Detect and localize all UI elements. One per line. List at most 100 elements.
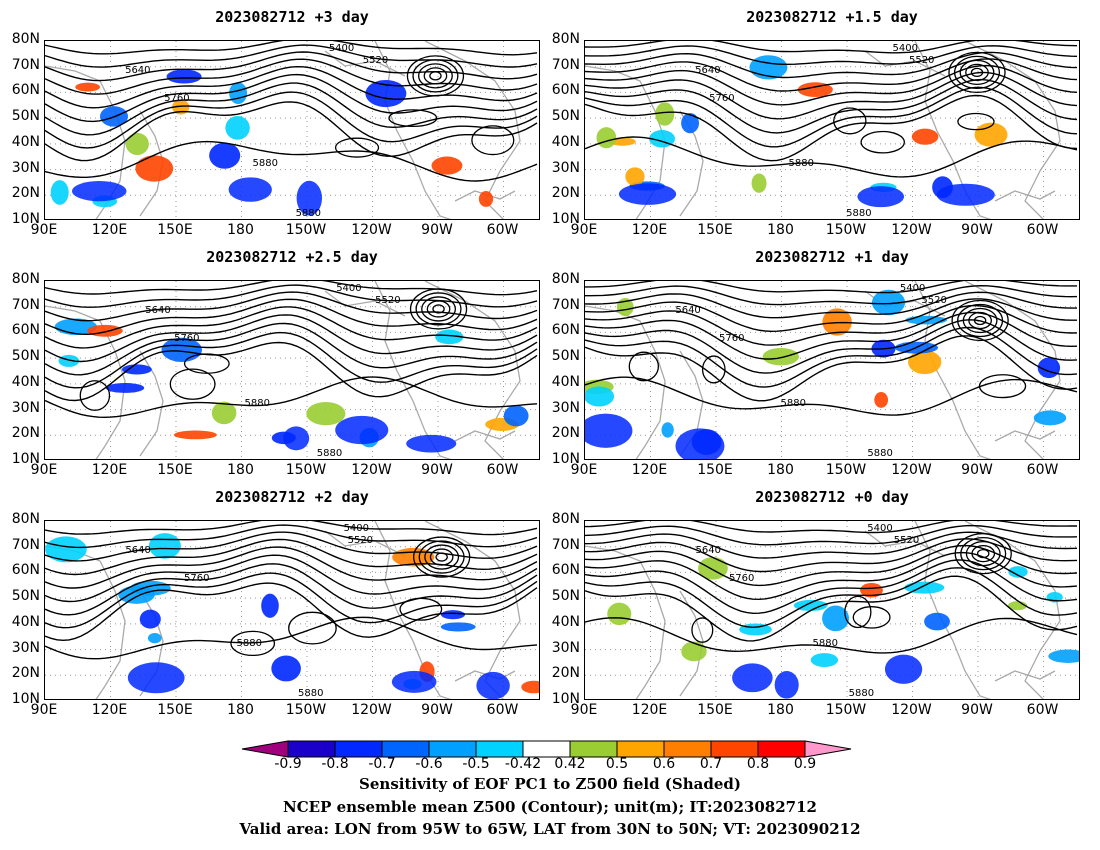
z500-contour [585,136,1078,178]
contour-value-label: 5640 [695,65,720,76]
map-plot-plus3: 5400 5520 5640 5760 5880 5880 [44,40,540,220]
z500-contour [585,58,1078,92]
lon-label: 60W [486,222,519,238]
panel-title-plus2-5: 2023082712 +2.5 day [206,248,378,266]
colorbar-tick-label: -0.7 [368,756,396,772]
svg-text:5880: 5880 [846,208,871,219]
contour-value-label: 5640 [696,545,721,556]
contour-value-label: 5400 [336,283,361,294]
colorbar-segment [757,740,806,758]
lat-label: 80N [11,511,40,527]
lon-label: 120W [351,222,392,238]
z500-contour [585,538,1078,573]
coastline [964,521,1061,699]
lat-label: 50N [11,108,40,125]
lat-label: 30N [551,159,580,176]
z500-contour [585,559,1078,615]
z500-contour [45,521,538,536]
sensitivity-shading [45,536,87,563]
lat-label: 60N [11,562,40,579]
z500-contour [585,521,1077,534]
lat-label: 70N [11,536,40,553]
coastline [324,50,406,77]
lat-label: 10N [11,451,40,467]
sensitivity-shading [908,350,942,375]
lon-label: 150E [157,222,193,238]
svg-text:5880: 5880 [317,448,342,459]
contour-value-label: 5760 [174,333,199,344]
closed-low-contour [965,540,1001,567]
colorbar-segment [710,740,759,758]
sensitivity-shading [365,79,407,108]
lon-label: 120W [891,462,932,478]
closed-low-contour [412,59,459,93]
colorbar-tick-label: 0.9 [793,756,817,772]
z500-contour [45,281,538,296]
svg-text:5640: 5640 [125,545,150,556]
z500-contour [585,281,1077,294]
sensitivity-shading [911,128,939,145]
z500-contour [45,140,538,182]
svg-text:5400: 5400 [344,523,369,534]
closed-low-contour [415,292,462,326]
panel-title-plus2: 2023082712 +2 day [215,488,369,506]
lon-label: 150W [825,462,867,478]
contour-value-label: 5400 [344,523,369,534]
colorbar-segment [522,740,571,758]
closed-contour [183,353,230,374]
svg-text:5880: 5880 [867,448,892,459]
sensitivity-shading [125,132,149,156]
lon-label: 120W [891,222,932,238]
lon-label: 120E [91,222,128,238]
sensitivity-shading [335,415,389,445]
closed-low-contour [429,548,454,566]
lat-label: 40N [551,373,580,390]
colorbar-tick-label: 0.42 [554,756,586,772]
lon-label: 150W [825,222,867,238]
svg-text:5400: 5400 [329,43,354,54]
lat-label: 40N [11,133,40,150]
panel-title-plus3: 2023082712 +3 day [215,8,369,26]
lat-label: 20N [11,425,40,442]
sensitivity-shading [681,113,700,134]
closed-contour [334,137,380,158]
closed-low-contour [954,532,1012,575]
lon-label: 60W [1026,222,1059,238]
lat-label: 10N [551,691,580,707]
lon-label: 60W [1026,462,1059,478]
z500-contour [585,531,1078,559]
sensitivity-shading [139,609,161,629]
lat-label: 20N [11,665,40,682]
lon-label: 150E [157,702,193,718]
sensitivity-shading [822,605,849,632]
sensitivity-shading [440,610,466,620]
z500-contour [45,341,538,402]
colorbar-segment [381,740,430,758]
lat-label: 40N [551,613,580,630]
sensitivity-shading [884,654,923,684]
sensitivity-shading [774,671,799,699]
sensitivity-shading [406,434,457,453]
closed-low-contour [429,71,442,81]
lat-label: 40N [11,373,40,390]
lat-label: 30N [11,639,40,656]
lon-label: 150W [285,462,327,478]
sensitivity-shading [87,324,123,337]
lat-label: 60N [551,562,580,579]
z500-contour [585,575,1078,642]
sensitivity-shading [435,329,464,345]
closed-contour [701,355,726,384]
lat-label: 50N [551,588,580,605]
sensitivity-shading [625,167,645,186]
lon-label: 90W [961,702,993,718]
panel-title-plus0: 2023082712 +0 day [755,488,909,506]
sensitivity-shading [521,680,539,694]
lon-label: 150E [697,702,733,718]
z500-contour [45,538,538,576]
contour-value-label: 5640 [125,65,150,76]
lon-label: 120E [631,222,668,238]
sensitivity-shading [391,670,437,693]
lat-label: 20N [551,665,580,682]
coastline [45,305,126,459]
colorbar-segment [663,740,712,758]
